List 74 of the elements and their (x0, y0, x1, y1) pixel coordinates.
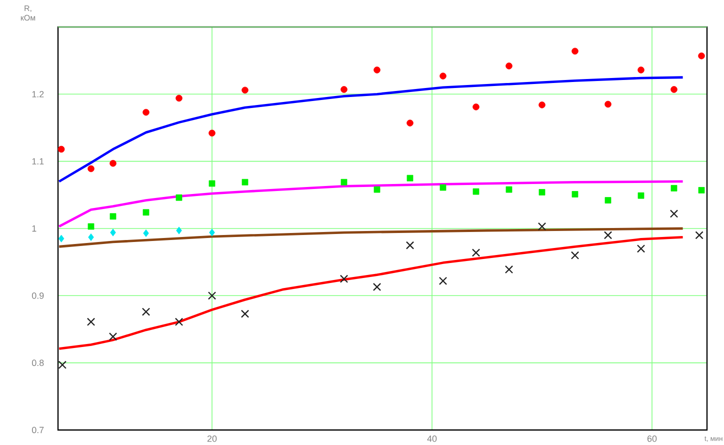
point (176, 194, 182, 201)
line-series (58, 227, 684, 248)
line-series (58, 236, 684, 350)
point (174, 318, 184, 326)
point (88, 233, 94, 241)
point (58, 360, 67, 369)
point (58, 146, 65, 153)
point (572, 190, 578, 198)
point (440, 184, 446, 191)
x-tick-label: 60 (647, 435, 657, 442)
point (406, 174, 414, 182)
y-tick-label: 1.1 (32, 158, 44, 164)
point (209, 228, 215, 236)
point (506, 186, 512, 193)
point (670, 86, 678, 93)
point (604, 100, 612, 108)
point (638, 192, 644, 199)
point (504, 265, 514, 274)
point (176, 226, 182, 234)
point (240, 310, 250, 318)
point (340, 274, 348, 283)
x-tick-label: 40 (427, 435, 437, 442)
point (374, 66, 380, 74)
point (372, 282, 382, 291)
point (242, 178, 248, 186)
y-tick-label: 0.8 (32, 360, 44, 366)
y-tick-label: 0.7 (32, 426, 44, 434)
point (538, 101, 546, 108)
point (472, 188, 480, 195)
point (604, 197, 612, 204)
point (440, 72, 446, 80)
y-tick-label: 1 (32, 225, 36, 232)
point (110, 213, 116, 220)
point (242, 86, 248, 94)
point (208, 291, 216, 300)
point (538, 188, 546, 196)
point (636, 244, 646, 253)
point (108, 332, 118, 341)
point (698, 52, 705, 60)
point (110, 160, 116, 167)
point (110, 228, 116, 236)
point (406, 120, 414, 126)
point (88, 223, 94, 230)
point (670, 184, 678, 192)
point (176, 94, 182, 102)
point (374, 186, 380, 193)
point (142, 308, 150, 316)
line-series (58, 180, 684, 228)
point (86, 318, 96, 326)
point (406, 241, 414, 250)
point (570, 251, 580, 260)
y-tick-label: 0.9 (32, 292, 44, 299)
point (142, 108, 150, 116)
point (572, 48, 578, 54)
point (604, 231, 612, 240)
point (698, 186, 705, 194)
point (208, 130, 216, 136)
point (143, 229, 149, 237)
point (695, 231, 704, 240)
point (670, 210, 678, 218)
point (506, 62, 512, 70)
point (142, 209, 150, 216)
point (438, 276, 448, 285)
point (58, 234, 64, 242)
x-tick-label: 20 (207, 435, 217, 442)
point (208, 180, 216, 187)
point (538, 222, 546, 231)
point (472, 103, 480, 110)
point (638, 66, 644, 74)
point (472, 248, 480, 257)
y-tick-label: 1.2 (32, 90, 44, 98)
point (88, 165, 94, 172)
point (340, 86, 348, 93)
point (340, 178, 348, 186)
